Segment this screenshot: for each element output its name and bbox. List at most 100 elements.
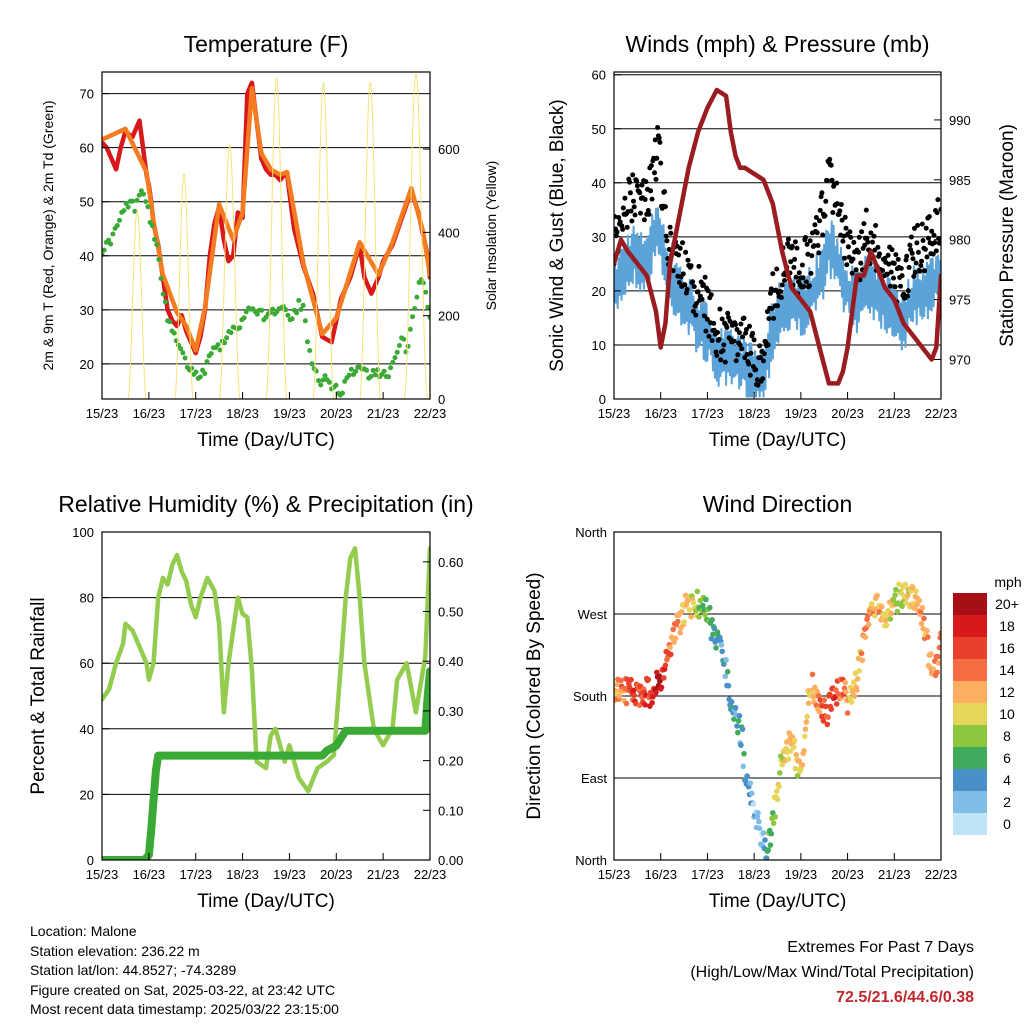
x-tick-label-4: 18/23 (738, 406, 771, 421)
series-2m-td-point (182, 355, 188, 361)
series-gust-point (725, 310, 731, 316)
plot-area-3 (102, 532, 430, 860)
legend-swatch-9 (953, 769, 987, 791)
direction-point (630, 687, 637, 694)
direction-point (616, 693, 623, 699)
series-gust-point (868, 230, 874, 236)
direction-point (928, 651, 934, 657)
series-gust-point (778, 295, 784, 300)
series-2m-td-point (316, 378, 321, 384)
series-gust-point (898, 265, 904, 271)
series-2m-td-point (217, 347, 223, 353)
x-tick-label-3: 17/23 (691, 867, 724, 882)
series-gust-point (782, 278, 787, 283)
series-gust-point (715, 330, 720, 335)
legend-swatch-8 (953, 747, 987, 769)
series-2m-td-point (394, 349, 400, 355)
direction-point (921, 615, 927, 622)
legend-label-3: 16 (999, 640, 1015, 656)
direction-point (913, 588, 919, 595)
direction-point (656, 673, 662, 679)
series-gust-point (649, 196, 655, 202)
direction-point (774, 796, 781, 803)
series-gust-point (851, 239, 857, 245)
series-gust-point (693, 312, 699, 318)
direction-point (736, 713, 743, 719)
series-2m-td-point (370, 367, 376, 373)
series-gust-point (676, 252, 682, 258)
direction-point (739, 726, 746, 732)
series-gust-point (624, 224, 630, 230)
series-gust-point (842, 214, 848, 220)
direction-point (703, 596, 709, 603)
direction-point (724, 668, 731, 675)
series-2m-td-point (309, 361, 315, 367)
series-gust-point (768, 290, 773, 296)
legend-label-2: 18 (999, 618, 1015, 634)
series-gust-point (737, 342, 743, 348)
series-gust-point (828, 162, 834, 168)
series-gust-point (863, 207, 869, 213)
series-gust-point (891, 275, 896, 281)
series-2m-td-point (224, 335, 230, 341)
extremes-subtitle: (High/Low/Max Wind/Total Precipitation) (690, 964, 974, 981)
series-gust-point (709, 338, 715, 344)
direction-point (803, 719, 810, 725)
direction-point (631, 692, 637, 699)
x-tick-label-1: 15/23 (598, 406, 631, 421)
series-gust-point (775, 303, 780, 309)
y-tick-label-6: 100 (72, 525, 94, 540)
series-gust-point (691, 284, 697, 290)
panel-3: 15/23 16/23 17/23 18/23 19/23 20/23 21/23 22/23… (28, 491, 474, 912)
series-2m-td-point (412, 306, 418, 312)
direction-point (700, 602, 706, 609)
series-gust-point (908, 234, 914, 240)
x-tick-label-4: 18/23 (738, 867, 771, 882)
series-gust-point (791, 264, 797, 270)
station-elevation: Station elevation: 236.22 m (30, 942, 200, 959)
panel-title-2: Winds (mph) & Pressure (mb) (625, 31, 929, 57)
direction-point (854, 687, 860, 693)
direction-point (824, 721, 831, 728)
plot-frame-3 (101, 531, 431, 861)
series-gust-point (731, 338, 737, 344)
series-gust-point (870, 239, 875, 245)
legend-label-11: 0 (1003, 816, 1011, 832)
series-gust-point (905, 288, 911, 294)
series-2m-td-point (158, 276, 164, 281)
series-gust-point (891, 260, 897, 266)
y2-tick-label-1: 970 (949, 352, 971, 367)
direction-point (762, 837, 768, 843)
direction-point (903, 600, 909, 606)
x-tick-label-7: 21/23 (878, 406, 911, 421)
series-2m-td-point (152, 237, 157, 242)
y-tick-label-2: East (581, 771, 607, 786)
series-gust-point (850, 256, 856, 262)
series-gust-point (844, 262, 850, 268)
direction-point (675, 618, 681, 625)
series-gust-point (801, 284, 807, 290)
y2-tick-label-5: 990 (949, 113, 971, 128)
direction-point (711, 625, 718, 632)
insolation-day-7 (403, 72, 429, 399)
series-gust-point (818, 194, 824, 200)
y-tick-label-1: 0 (599, 392, 606, 407)
series-2m-td-point (125, 204, 131, 210)
station-location: Location: Malone (30, 923, 137, 939)
insolation-day-3 (218, 143, 241, 399)
direction-point (893, 586, 899, 593)
series-gust-point (754, 377, 760, 383)
y-tick-label-4: 30 (592, 230, 606, 245)
series-gust-point (637, 190, 643, 196)
series-gust-point (705, 288, 711, 294)
series-gust-point (853, 267, 859, 273)
direction-point (672, 635, 679, 642)
series-gust-point (696, 263, 702, 269)
legend-label-1: 20+ (995, 596, 1019, 612)
series-2m-td-point (134, 197, 140, 203)
series-gust-point (702, 274, 708, 280)
series-gust-point (913, 260, 919, 266)
series-relative-humidity-line (102, 546, 430, 794)
panel-2: 15/23 16/23 17/23 18/23 19/23 20/23 21/23 22/23… (547, 31, 1018, 451)
